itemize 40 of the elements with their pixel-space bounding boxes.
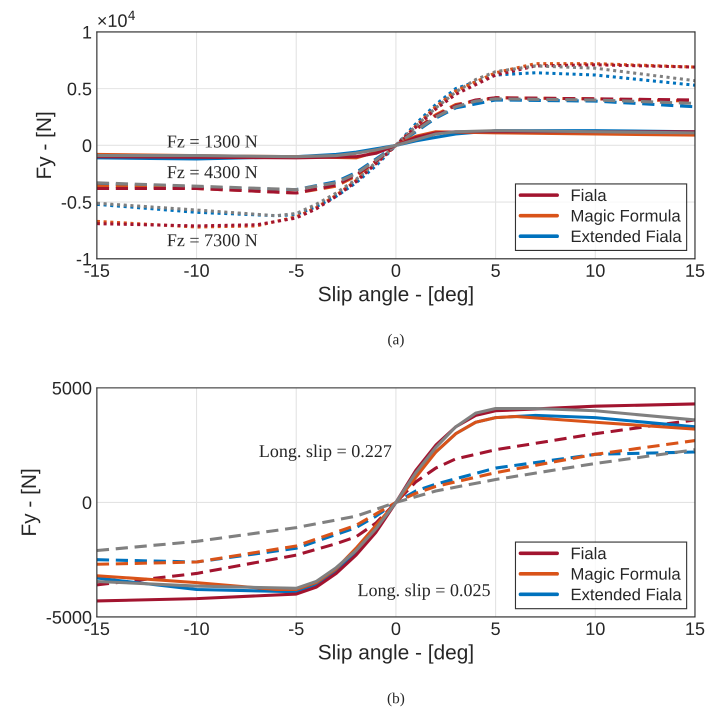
annotation: Long. slip = 0.227 (259, 444, 392, 461)
legend-label: Magic Formula (572, 568, 681, 584)
legend-label: Magic Formula (572, 209, 681, 225)
x-tick-label: 15 (686, 622, 704, 636)
y-axis-title: Fy - [N] (36, 112, 56, 178)
annotation: Fz = 1300 N (167, 135, 258, 148)
x-tick-label: 5 (491, 264, 500, 277)
y-tick-label: -5000 (46, 610, 92, 624)
legend-label: Fiala (572, 188, 607, 202)
x-tick-label: 0 (392, 622, 400, 636)
x-tick-label: -15 (84, 264, 110, 277)
y-tick-label: 0 (82, 139, 92, 152)
x-tick-label: -5 (289, 264, 304, 277)
x-axis-title: Slip angle - [deg] (318, 286, 473, 306)
x-tick-label: 5 (491, 622, 500, 636)
x-tick-label: 15 (686, 264, 704, 277)
y-tick-label: 0.5 (68, 82, 92, 96)
y-axis-title: Fy - [N] (20, 470, 40, 535)
y-tick-label: -0.5 (62, 196, 92, 209)
annotation: Long. slip = 0.025 (358, 584, 490, 600)
text: ×10$^{4}$ (98, 10, 135, 28)
y-tick-label: 1 (83, 26, 92, 38)
x-tick-label: 10 (586, 264, 605, 277)
x-tick-label: -15 (84, 622, 110, 636)
x-tick-label: 0 (392, 264, 400, 277)
x-tick-label: -10 (184, 264, 209, 277)
legend-label: Extended Fiala (572, 588, 682, 600)
x-tick-label: -10 (184, 622, 209, 636)
y-tick-label: 0 (82, 496, 92, 510)
text: (a) (388, 334, 404, 348)
legend-label: Extended Fiala (572, 230, 682, 242)
legend-label: Fiala (572, 547, 607, 560)
y-tick-label: 5000 (52, 382, 92, 395)
x-tick-label: 10 (586, 622, 605, 636)
text: (b) (388, 692, 404, 706)
x-axis-title: Slip angle - [deg] (318, 644, 473, 664)
annotation: Fz = 4300 N (167, 166, 258, 178)
annotation: Fz = 7300 N (167, 234, 258, 246)
y-tick-label: -1 (76, 252, 92, 266)
x-tick-label: -5 (289, 622, 304, 636)
